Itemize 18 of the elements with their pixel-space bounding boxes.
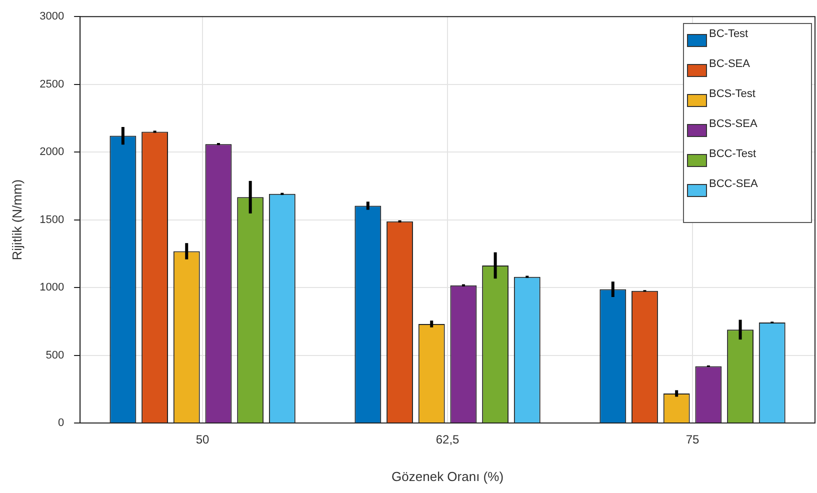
y-tick-label: 3000 [40, 10, 64, 23]
x-tick-label: 62,5 [436, 432, 460, 447]
y-tick-label: 2500 [40, 78, 64, 90]
legend-label: BCC-SEA [709, 178, 758, 190]
y-tick-label: 500 [46, 349, 64, 362]
y-tick-label: 0 [58, 417, 64, 430]
x-axis-title: Gözenek Oranı (%) [392, 468, 504, 484]
y-axis-title: Rijitlik (N/mm) [9, 179, 24, 260]
y-tick-label: 1500 [40, 214, 64, 226]
legend-label: BC-SEA [709, 58, 750, 70]
y-tick-label: 1000 [40, 282, 64, 294]
legend-label: BCC-Test [709, 148, 756, 160]
y-tick-label: 2000 [40, 146, 64, 158]
legend-label: BCS-SEA [709, 118, 758, 130]
legend-label: BC-Test [709, 28, 748, 40]
legend-label: BCS-Test [709, 88, 756, 100]
x-tick-label: 75 [686, 432, 700, 447]
x-tick-label: 50 [196, 432, 210, 447]
